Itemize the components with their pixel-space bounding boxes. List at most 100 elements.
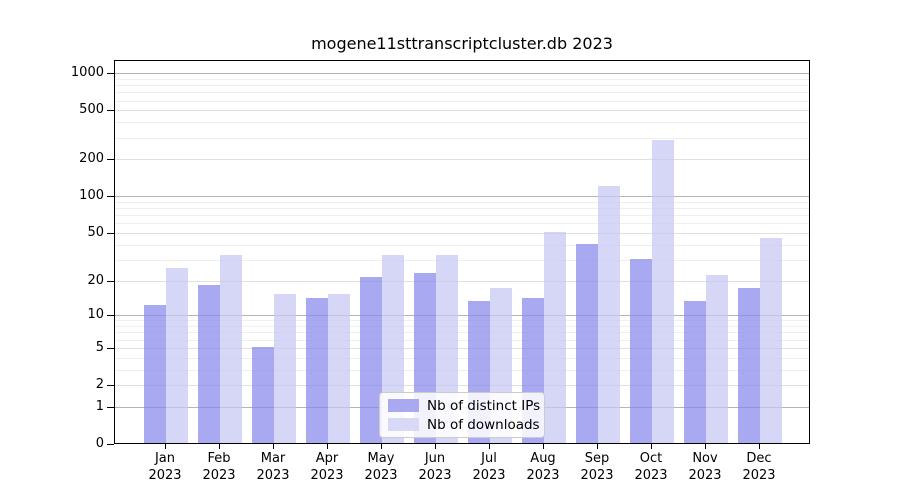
gridline-y-50 <box>115 233 809 235</box>
x-tick-mark-nov <box>705 444 706 449</box>
y-tick-mark-2 <box>107 385 114 387</box>
x-tick-mark-dec <box>759 444 760 449</box>
plot-area: Nb of distinct IPs Nb of downloads <box>114 60 810 444</box>
x-tick-label-mar: Mar 2023 <box>256 451 290 483</box>
gridline-y-400 <box>115 122 809 124</box>
bar-may-ips <box>360 277 382 443</box>
y-tick-mark-1000 <box>107 73 114 75</box>
gridline-y-20 <box>115 280 809 282</box>
gridline-y-2 <box>115 385 809 387</box>
gridline-y-6 <box>115 339 809 341</box>
x-tick-label-oct: Oct 2023 <box>634 451 668 483</box>
x-tick-mark-apr <box>327 444 328 449</box>
legend-item-downloads: Nb of downloads <box>388 417 540 433</box>
bar-feb-downloads <box>220 255 242 443</box>
x-tick-mark-may <box>381 444 382 449</box>
y-tick-label-20: 20 <box>87 272 104 288</box>
bar-sep-downloads <box>598 185 620 443</box>
bar-apr-ips <box>306 297 328 443</box>
x-tick-mark-jul <box>489 444 490 449</box>
x-tick-mark-jun <box>435 444 436 449</box>
y-tick-label-0: 0 <box>95 436 104 451</box>
gridline-y-1000 <box>115 73 809 75</box>
y-tick-mark-50 <box>107 233 114 235</box>
y-tick-label-10: 10 <box>87 307 104 323</box>
x-tick-mark-aug <box>543 444 544 449</box>
legend-swatch-downloads-icon <box>388 418 419 431</box>
y-tick-label-1: 1 <box>95 398 104 414</box>
legend-label-distinct-ips: Nb of distinct IPs <box>427 397 541 414</box>
x-tick-label-aug: Aug 2023 <box>526 451 560 483</box>
y-tick-mark-200 <box>107 159 114 161</box>
gridline-y-9 <box>115 320 809 322</box>
gridline-y-300 <box>115 137 809 139</box>
x-tick-mark-feb <box>219 444 220 449</box>
legend-swatch-distinct-ips-icon <box>388 399 419 412</box>
x-tick-mark-mar <box>273 444 274 449</box>
bar-mar-ips <box>252 346 274 443</box>
gridline-y-10 <box>115 315 809 317</box>
bar-oct-downloads <box>652 139 674 443</box>
gridline-y-90 <box>115 201 809 203</box>
legend: Nb of distinct IPs Nb of downloads <box>379 392 545 438</box>
gridline-y-40 <box>115 244 809 246</box>
gridline-y-4 <box>115 357 809 359</box>
y-tick-mark-20 <box>107 280 114 282</box>
gridline-y-30 <box>115 259 809 261</box>
x-tick-label-jun: Jun 2023 <box>418 451 452 483</box>
gridline-y-7 <box>115 332 809 334</box>
y-tick-mark-1 <box>107 406 114 408</box>
gridline-y-80 <box>115 208 809 210</box>
legend-item-distinct-ips: Nb of distinct IPs <box>388 398 540 414</box>
bar-mar-downloads <box>274 294 296 443</box>
bar-dec-downloads <box>760 237 782 443</box>
x-tick-label-may: May 2023 <box>364 451 398 483</box>
y-tick-label-500: 500 <box>79 102 104 118</box>
x-tick-label-jul: Jul 2023 <box>472 451 506 483</box>
chart-title: mogene11sttranscriptcluster.db 2023 <box>311 34 613 53</box>
bar-sep-ips <box>576 243 598 443</box>
gridline-y-200 <box>115 159 809 161</box>
bar-apr-downloads <box>328 294 350 443</box>
bar-nov-downloads <box>706 274 728 443</box>
x-tick-label-apr: Apr 2023 <box>310 451 344 483</box>
bar-nov-ips <box>684 301 706 443</box>
gridline-y-8 <box>115 326 809 328</box>
y-tick-label-50: 50 <box>87 225 104 241</box>
x-tick-label-dec: Dec 2023 <box>742 451 776 483</box>
x-tick-label-jan: Jan 2023 <box>148 451 182 483</box>
y-tick-label-2: 2 <box>95 377 104 393</box>
gridline-y-100 <box>115 196 809 198</box>
y-tick-label-100: 100 <box>79 188 104 204</box>
y-tick-mark-5 <box>107 347 114 349</box>
y-tick-label-5: 5 <box>95 339 104 355</box>
gridline-y-70 <box>115 215 809 217</box>
y-tick-label-1000: 1000 <box>70 65 104 81</box>
gridline-y-900 <box>115 78 809 80</box>
x-tick-mark-oct <box>651 444 652 449</box>
gridline-y-600 <box>115 100 809 102</box>
bar-feb-ips <box>198 285 220 443</box>
y-tick-mark-0 <box>107 444 114 445</box>
y-tick-mark-500 <box>107 110 114 112</box>
bar-jan-downloads <box>166 268 188 443</box>
bar-dec-ips <box>738 287 760 443</box>
y-tick-mark-10 <box>107 315 114 317</box>
x-tick-label-feb: Feb 2023 <box>202 451 236 483</box>
x-tick-mark-jan <box>165 444 166 449</box>
x-tick-label-nov: Nov 2023 <box>688 451 722 483</box>
bar-aug-downloads <box>544 232 566 443</box>
gridline-y-800 <box>115 85 809 87</box>
gridline-y-700 <box>115 92 809 94</box>
bar-jan-ips <box>144 305 166 443</box>
bar-oct-ips <box>630 258 652 443</box>
x-tick-mark-sep <box>597 444 598 449</box>
y-tick-mark-100 <box>107 196 114 198</box>
gridline-y-5 <box>115 347 809 349</box>
y-tick-label-200: 200 <box>79 151 104 167</box>
legend-label-downloads: Nb of downloads <box>427 416 540 433</box>
gridline-y-3 <box>115 369 809 371</box>
x-tick-label-sep: Sep 2023 <box>580 451 614 483</box>
gridline-y-60 <box>115 223 809 225</box>
